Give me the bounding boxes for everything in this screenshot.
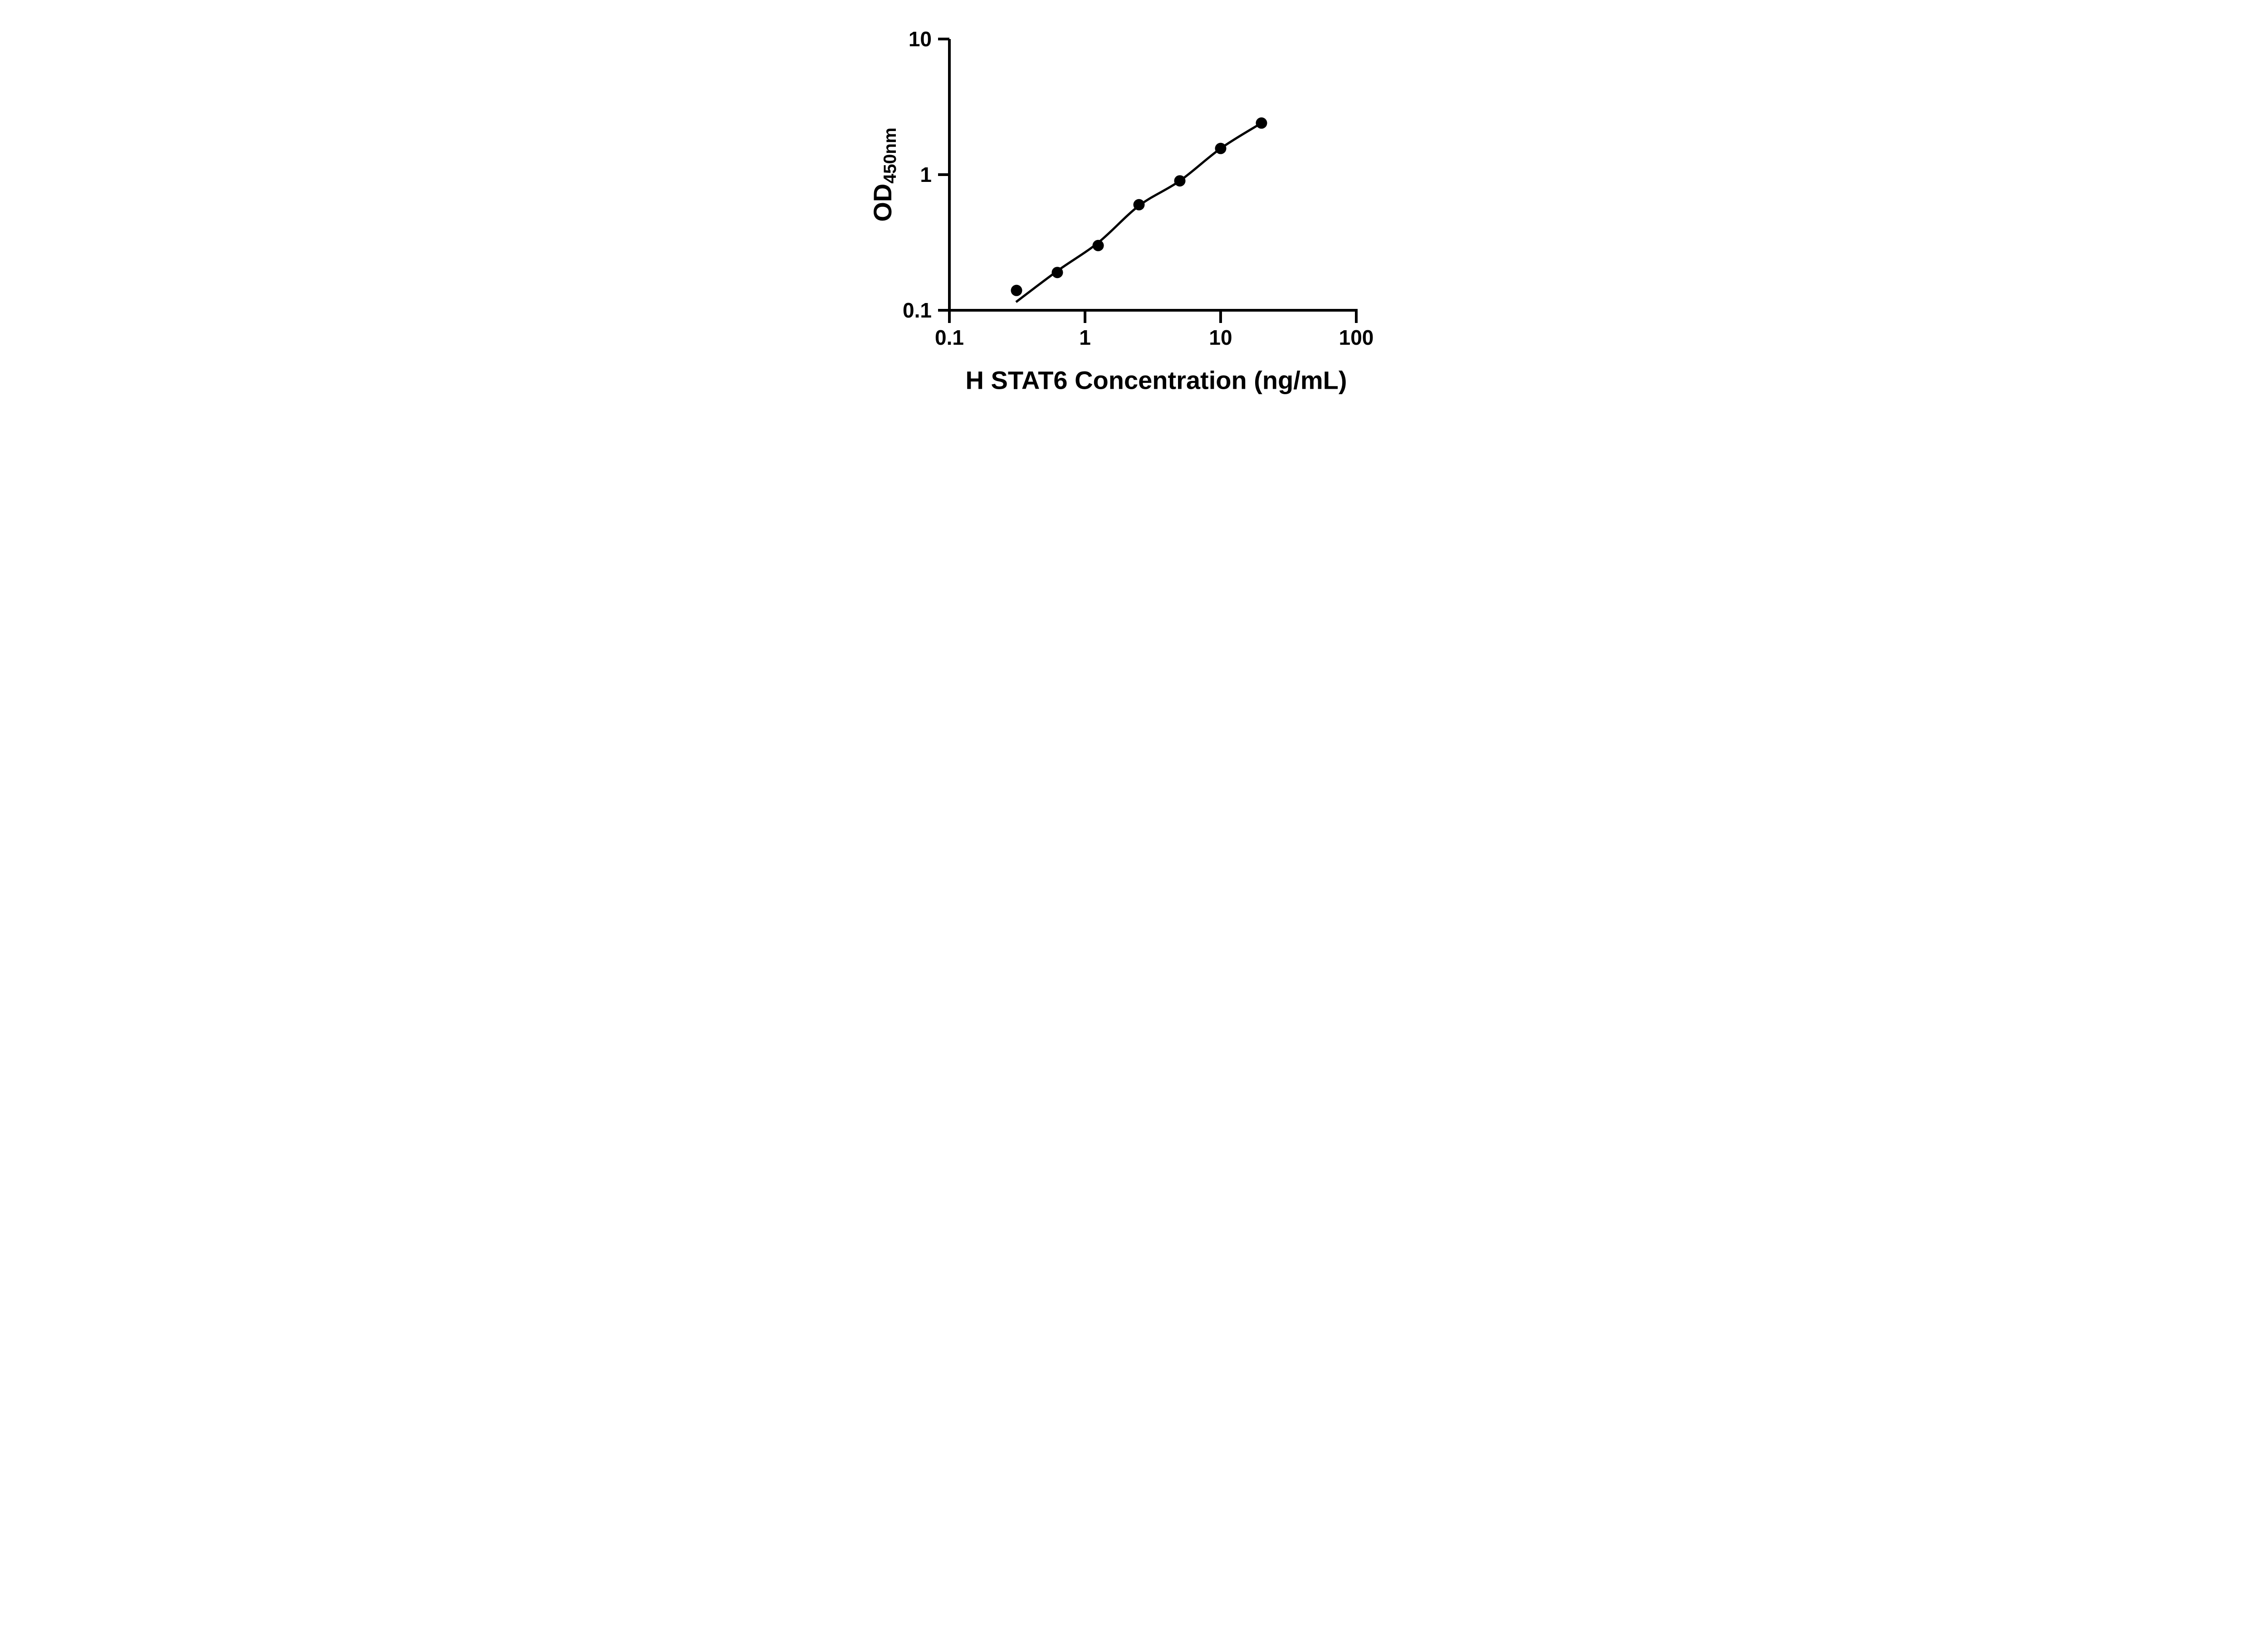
y-tick-label: 10	[909, 27, 932, 51]
y-axis-title: OD450nm	[868, 127, 900, 222]
data-point	[1174, 175, 1186, 187]
x-tick-label: 1	[1079, 326, 1091, 349]
y-axis-title-main: OD	[868, 183, 897, 222]
y-tick-label: 0.1	[903, 298, 932, 322]
chart-canvas: 10 1 0.10.1 1 10 100	[903, 27, 1374, 349]
data-point	[1051, 267, 1063, 279]
x-tick-label: 10	[1209, 326, 1232, 349]
data-point	[1092, 240, 1104, 251]
data-point	[1256, 117, 1267, 129]
x-axis-title: H STAT6 Concentration (ng/mL)	[965, 366, 1347, 395]
y-tick-label: 1	[920, 163, 932, 186]
x-tick-label: 100	[1339, 326, 1374, 349]
data-point	[1133, 199, 1145, 210]
y-axis-title-subscript: 450nm	[880, 127, 900, 184]
elisa-standard-curve-figure: 10 1 0.1 0.1 1 10 100 OD450nm H STAT6 Concentr…	[848, 0, 1420, 408]
data-point	[1215, 142, 1227, 154]
x-tick-label: 0.1	[935, 326, 964, 349]
data-point	[1011, 284, 1022, 296]
